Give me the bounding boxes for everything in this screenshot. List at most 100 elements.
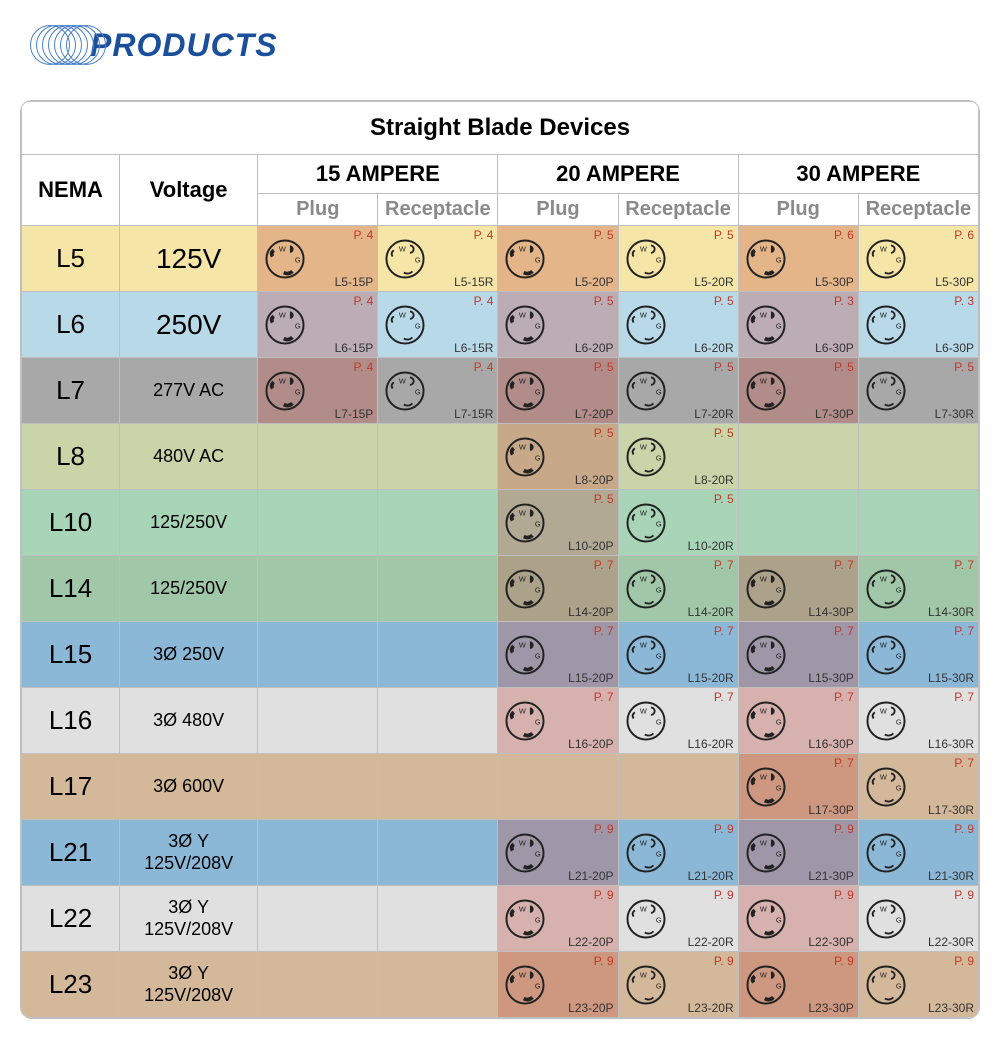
page-ref: P. 9 bbox=[954, 888, 974, 902]
page-ref: P. 7 bbox=[714, 624, 734, 638]
plug-cell[interactable]: WGP. 4L7-15P bbox=[258, 358, 378, 424]
page-ref: P. 9 bbox=[834, 822, 854, 836]
plug-cell[interactable]: WGP. 4L6-15P bbox=[258, 292, 378, 358]
plug-cell[interactable]: WGP. 7L14-20P bbox=[498, 556, 618, 622]
receptacle-cell[interactable]: WGP. 5L8-20R bbox=[618, 424, 738, 490]
receptacle-cell[interactable]: WGP. 7L15-30R bbox=[858, 622, 978, 688]
receptacle-cell[interactable]: WGP. 9L22-20R bbox=[618, 886, 738, 952]
voltage-cell: 480V AC bbox=[120, 424, 258, 490]
svg-text:G: G bbox=[776, 387, 782, 396]
plug-cell[interactable]: WGP. 4L5-15P bbox=[258, 226, 378, 292]
plug-icon: WG bbox=[504, 568, 546, 610]
receptacle-cell[interactable]: WGP. 7L14-30R bbox=[858, 556, 978, 622]
page-ref: P. 9 bbox=[714, 822, 734, 836]
plug-cell[interactable]: WGP. 3L6-30P bbox=[738, 292, 858, 358]
svg-text:W: W bbox=[880, 970, 887, 979]
plug-icon: WG bbox=[745, 964, 787, 1006]
col-voltage: Voltage bbox=[120, 155, 258, 226]
plug-cell[interactable]: WGP. 5L7-20P bbox=[498, 358, 618, 424]
receptacle-cell[interactable]: WGP. 7L15-20R bbox=[618, 622, 738, 688]
svg-text:G: G bbox=[535, 981, 541, 990]
empty-cell bbox=[378, 952, 498, 1018]
svg-text:G: G bbox=[896, 981, 902, 990]
receptacle-cell[interactable]: WGP. 5L5-20R bbox=[618, 226, 738, 292]
svg-text:G: G bbox=[776, 849, 782, 858]
table-row: L14125/250VWGP. 7L14-20PWGP. 7L14-20RWGP… bbox=[22, 556, 979, 622]
svg-text:G: G bbox=[776, 783, 782, 792]
plug-cell[interactable]: WGP. 9L23-30P bbox=[738, 952, 858, 1018]
empty-cell bbox=[258, 886, 378, 952]
plug-cell[interactable]: WGP. 7L16-20P bbox=[498, 688, 618, 754]
svg-text:G: G bbox=[535, 651, 541, 660]
receptacle-cell[interactable]: WGP. 3L6-30P bbox=[858, 292, 978, 358]
plug-cell[interactable]: WGP. 9L23-20P bbox=[498, 952, 618, 1018]
receptacle-cell[interactable]: WGP. 7L14-20R bbox=[618, 556, 738, 622]
plug-icon: WG bbox=[504, 436, 546, 478]
voltage-cell: 125/250V bbox=[120, 556, 258, 622]
svg-text:G: G bbox=[655, 981, 661, 990]
svg-text:W: W bbox=[880, 244, 887, 253]
part-code: L5-15P bbox=[335, 275, 374, 289]
plug-cell[interactable]: WGP. 5L8-20P bbox=[498, 424, 618, 490]
plug-cell[interactable]: WGP. 5L10-20P bbox=[498, 490, 618, 556]
receptacle-cell[interactable]: WGP. 5L10-20R bbox=[618, 490, 738, 556]
part-code: L10-20R bbox=[688, 539, 734, 553]
plug-cell[interactable]: WGP. 5L5-20P bbox=[498, 226, 618, 292]
table-body: L5125VWGP. 4L5-15PWGP. 4L5-15RWGP. 5L5-2… bbox=[22, 226, 979, 1018]
plug-cell[interactable]: WGP. 7L15-20P bbox=[498, 622, 618, 688]
svg-text:W: W bbox=[519, 574, 526, 583]
receptacle-cell[interactable]: WGP. 5L7-30R bbox=[858, 358, 978, 424]
receptacle-cell[interactable]: WGP. 4L7-15R bbox=[378, 358, 498, 424]
receptacle-cell[interactable]: WGP. 7L17-30R bbox=[858, 754, 978, 820]
part-code: L5-30P bbox=[815, 275, 854, 289]
receptacle-cell[interactable]: WGP. 7L16-30R bbox=[858, 688, 978, 754]
svg-text:G: G bbox=[415, 255, 421, 264]
svg-text:G: G bbox=[776, 981, 782, 990]
page-ref: P. 6 bbox=[834, 228, 854, 242]
receptacle-cell[interactable]: WGP. 9L23-30R bbox=[858, 952, 978, 1018]
plug-cell[interactable]: WGP. 9L22-30P bbox=[738, 886, 858, 952]
plug-cell[interactable]: WGP. 5L7-30P bbox=[738, 358, 858, 424]
page-ref: P. 4 bbox=[354, 294, 374, 308]
svg-text:W: W bbox=[880, 310, 887, 319]
receptacle-cell[interactable]: WGP. 4L5-15R bbox=[378, 226, 498, 292]
device-table: Straight Blade Devices NEMA Voltage 15 A… bbox=[21, 101, 979, 1018]
receptacle-icon: WG bbox=[865, 766, 907, 808]
receptacle-cell[interactable]: WGP. 5L6-20R bbox=[618, 292, 738, 358]
page-ref: P. 7 bbox=[594, 624, 614, 638]
page-ref: P. 7 bbox=[954, 690, 974, 704]
svg-text:W: W bbox=[279, 310, 286, 319]
svg-text:G: G bbox=[535, 387, 541, 396]
plug-cell[interactable]: WGP. 9L21-20P bbox=[498, 820, 618, 886]
receptacle-cell[interactable]: WGP. 9L23-20R bbox=[618, 952, 738, 1018]
receptacle-cell[interactable]: WGP. 5L7-20R bbox=[618, 358, 738, 424]
part-code: L7-15P bbox=[335, 407, 374, 421]
part-code: L21-30P bbox=[808, 869, 853, 883]
plug-cell[interactable]: WGP. 9L21-30P bbox=[738, 820, 858, 886]
receptacle-icon: WG bbox=[625, 436, 667, 478]
part-code: L7-30P bbox=[815, 407, 854, 421]
plug-cell[interactable]: WGP. 9L22-20P bbox=[498, 886, 618, 952]
receptacle-cell[interactable]: WGP. 9L21-20R bbox=[618, 820, 738, 886]
svg-text:W: W bbox=[880, 838, 887, 847]
receptacle-cell[interactable]: WGP. 9L21-30R bbox=[858, 820, 978, 886]
plug-cell[interactable]: WGP. 7L14-30P bbox=[738, 556, 858, 622]
plug-cell[interactable]: WGP. 7L15-30P bbox=[738, 622, 858, 688]
svg-text:G: G bbox=[295, 387, 301, 396]
receptacle-cell[interactable]: WGP. 6L5-30P bbox=[858, 226, 978, 292]
plug-cell[interactable]: WGP. 5L6-20P bbox=[498, 292, 618, 358]
receptacle-cell[interactable]: WGP. 4L6-15R bbox=[378, 292, 498, 358]
nema-cell: L17 bbox=[22, 754, 120, 820]
receptacle-cell[interactable]: WGP. 9L22-30R bbox=[858, 886, 978, 952]
plug-cell[interactable]: WGP. 7L17-30P bbox=[738, 754, 858, 820]
plug-icon: WG bbox=[504, 964, 546, 1006]
svg-text:G: G bbox=[655, 255, 661, 264]
receptacle-icon: WG bbox=[865, 568, 907, 610]
receptacle-cell[interactable]: WGP. 7L16-20R bbox=[618, 688, 738, 754]
plug-icon: WG bbox=[504, 304, 546, 346]
part-code: L16-20P bbox=[568, 737, 613, 751]
plug-cell[interactable]: WGP. 7L16-30P bbox=[738, 688, 858, 754]
nema-cell: L8 bbox=[22, 424, 120, 490]
plug-cell[interactable]: WGP. 6L5-30P bbox=[738, 226, 858, 292]
receptacle-icon: WG bbox=[625, 634, 667, 676]
